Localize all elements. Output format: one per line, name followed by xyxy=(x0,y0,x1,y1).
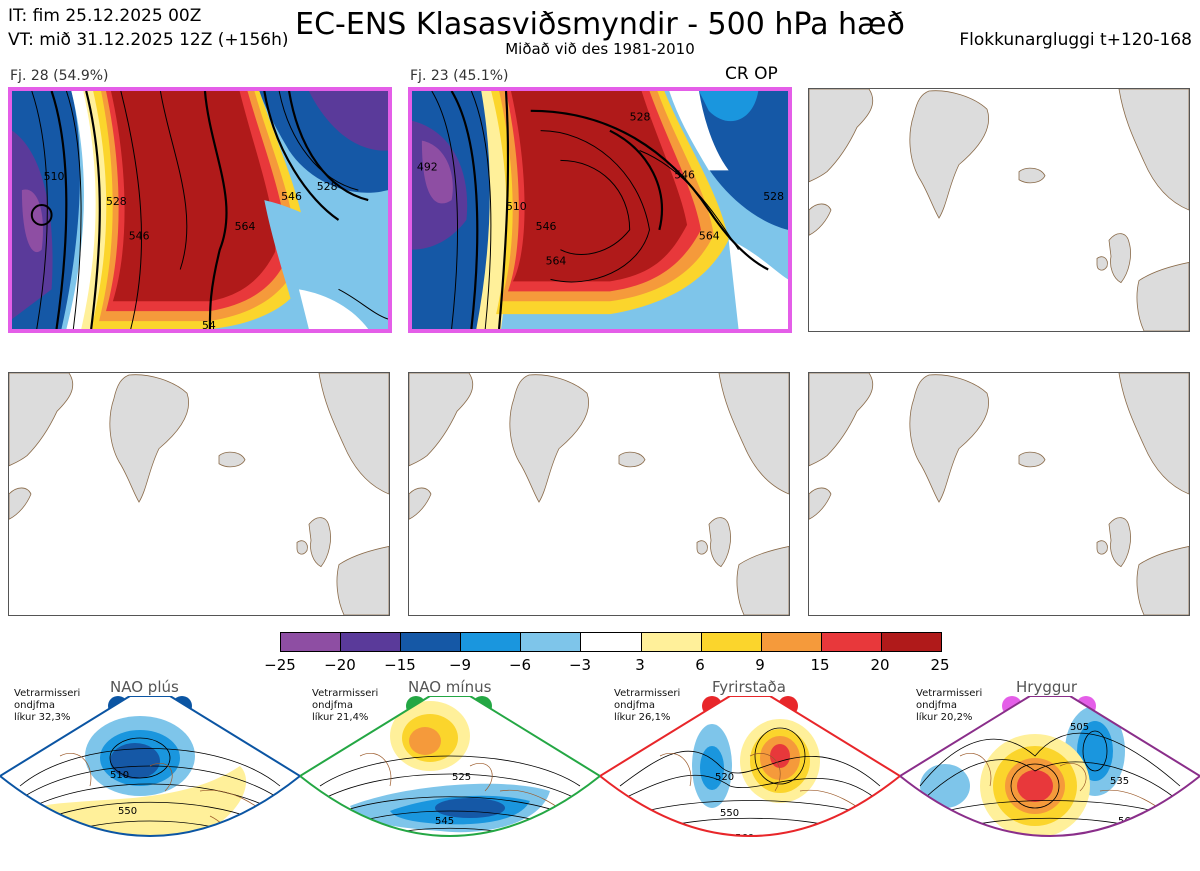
cluster-2-contour-label: 564 xyxy=(699,230,720,243)
cluster-1-contour-label: 564 xyxy=(235,220,256,233)
colorbar-segment xyxy=(581,633,642,651)
cluster-2-anomaly-svg: 492 510 546 564 528 546 564 528 xyxy=(412,91,788,329)
colorbar-segment xyxy=(641,633,702,651)
cluster-1-label: Fj. 28 (54.9%) xyxy=(10,68,109,84)
regime-info: Vetrarmisseri ondjfma líkur 32,3% xyxy=(14,688,81,723)
cluster-2-contour-label: 528 xyxy=(763,190,784,203)
empty-map-panel xyxy=(808,372,1190,616)
regime-blocking[interactable]: Vetrarmisseri ondjfma líkur 26,1% Fyrirsta… xyxy=(600,676,900,871)
regime-contour-label: 535 xyxy=(1110,776,1129,787)
colorbar-segment xyxy=(521,633,582,651)
regime-contour-label: 545 xyxy=(435,816,454,827)
colorbar-tick: −15 xyxy=(384,656,416,674)
colorbar-segment xyxy=(341,633,402,651)
cluster-1-contour-label: 528 xyxy=(317,180,338,193)
cluster-2-label: Fj. 23 (45.1%) xyxy=(410,68,509,84)
regime-name: Fyrirstaða xyxy=(712,678,786,696)
regime-contour-label: 520 xyxy=(715,772,734,783)
base-map xyxy=(9,373,389,615)
regime-nao-minus[interactable]: Vetrarmisseri ondjfma líkur 21,4% NAO mínu… xyxy=(300,676,600,871)
colorbar-tick: 9 xyxy=(755,656,765,674)
colorbar-segment xyxy=(461,633,522,651)
colorbar-tick: −6 xyxy=(508,656,532,674)
cluster-1-contour-label: 546 xyxy=(281,190,302,203)
valid-time: VT: mið 31.12.2025 12Z (+156h) xyxy=(8,30,289,50)
regime-contour-label: 510 xyxy=(110,770,129,781)
colorbar-tick: 20 xyxy=(870,656,890,674)
cluster-2-contour-label: 546 xyxy=(674,168,695,181)
colorbar-segment xyxy=(701,633,762,651)
regime-info: Vetrarmisseri ondjfma líkur 20,2% xyxy=(916,688,983,723)
colorbar-tick: 3 xyxy=(635,656,645,674)
empty-map-panel xyxy=(808,88,1190,332)
cluster-1-contour-label: 546 xyxy=(129,230,150,243)
cluster-2-contour-label: 546 xyxy=(536,220,557,233)
page-title: EC-ENS Klasasviðsmyndir - 500 hPa hæð xyxy=(295,7,905,42)
cluster-2-map[interactable]: 492 510 546 564 528 546 564 528 xyxy=(408,87,792,333)
regime-contour-label: 560 xyxy=(735,833,754,844)
cluster-2-contour-label: 492 xyxy=(417,160,438,173)
colorbar-tick: 15 xyxy=(810,656,830,674)
colorbar-segment xyxy=(281,633,342,651)
regime-info: Vetrarmisseri ondjfma líkur 26,1% xyxy=(614,688,681,723)
page-subtitle: Miðað við des 1981-2010 xyxy=(505,40,695,58)
regime-nao-plus[interactable]: Vetrarmisseri ondjfma líkur 32,3% NAO plús… xyxy=(0,676,300,871)
cr-op-label: CR OP xyxy=(725,64,778,84)
empty-map-panel xyxy=(408,372,790,616)
init-time: IT: fim 25.12.2025 00Z xyxy=(8,6,202,26)
cluster-2-contour-label: 564 xyxy=(546,255,567,268)
regime-map: 525 545 565 xyxy=(300,696,600,861)
regime-ridge[interactable]: Vetrarmisseri ondjfma líkur 20,2% Hryggur xyxy=(900,676,1200,871)
colorbar xyxy=(280,632,942,652)
colorbar-segment xyxy=(761,633,822,651)
cluster-1-contour-label: 528 xyxy=(106,195,127,208)
cluster-2-contour-label: 528 xyxy=(630,111,651,124)
regime-contour-label: 525 xyxy=(452,772,471,783)
regime-map: 520 550 560 xyxy=(600,696,900,844)
base-map xyxy=(809,89,1189,331)
regime-contour-label: 565 xyxy=(445,850,464,861)
colorbar-segment xyxy=(821,633,882,651)
cluster-1-anomaly-svg: 510 528 546 546 528 564 54 xyxy=(12,91,388,329)
colorbar-tick: −25 xyxy=(264,656,296,674)
cluster-1-map[interactable]: 510 528 546 546 528 564 54 xyxy=(8,87,392,333)
regime-name: NAO plús xyxy=(110,678,179,696)
colorbar-tick: −20 xyxy=(324,656,356,674)
base-map xyxy=(809,373,1189,615)
classification-window: Flokkunargluggi t+120-168 xyxy=(959,30,1192,50)
colorbar-tick: 25 xyxy=(930,656,950,674)
colorbar-tick: 6 xyxy=(695,656,705,674)
empty-map-panel xyxy=(8,372,390,616)
regime-contour-label: 550 xyxy=(118,806,137,817)
regime-info: Vetrarmisseri ondjfma líkur 21,4% xyxy=(312,688,379,723)
regime-name: Hryggur xyxy=(1016,678,1078,696)
cluster-1-contour-label: 54 xyxy=(202,319,216,329)
regime-map: 510 550 xyxy=(0,696,300,837)
header-left: IT: fim 25.12.2025 00Z VT: mið 31.12.202… xyxy=(8,4,289,52)
regime-map: 505 535 560 xyxy=(900,696,1200,837)
colorbar-segment xyxy=(881,633,942,651)
colorbar-tick: −9 xyxy=(448,656,472,674)
base-map xyxy=(409,373,789,615)
cluster-1-contour-label: 510 xyxy=(44,170,65,183)
regime-contour-label: 550 xyxy=(720,808,739,819)
colorbar-tick: −3 xyxy=(568,656,592,674)
colorbar-segment xyxy=(401,633,462,651)
regime-contour-label: 505 xyxy=(1070,722,1089,733)
regime-name: NAO mínus xyxy=(408,678,492,696)
cluster-2-contour-label: 510 xyxy=(506,200,527,213)
